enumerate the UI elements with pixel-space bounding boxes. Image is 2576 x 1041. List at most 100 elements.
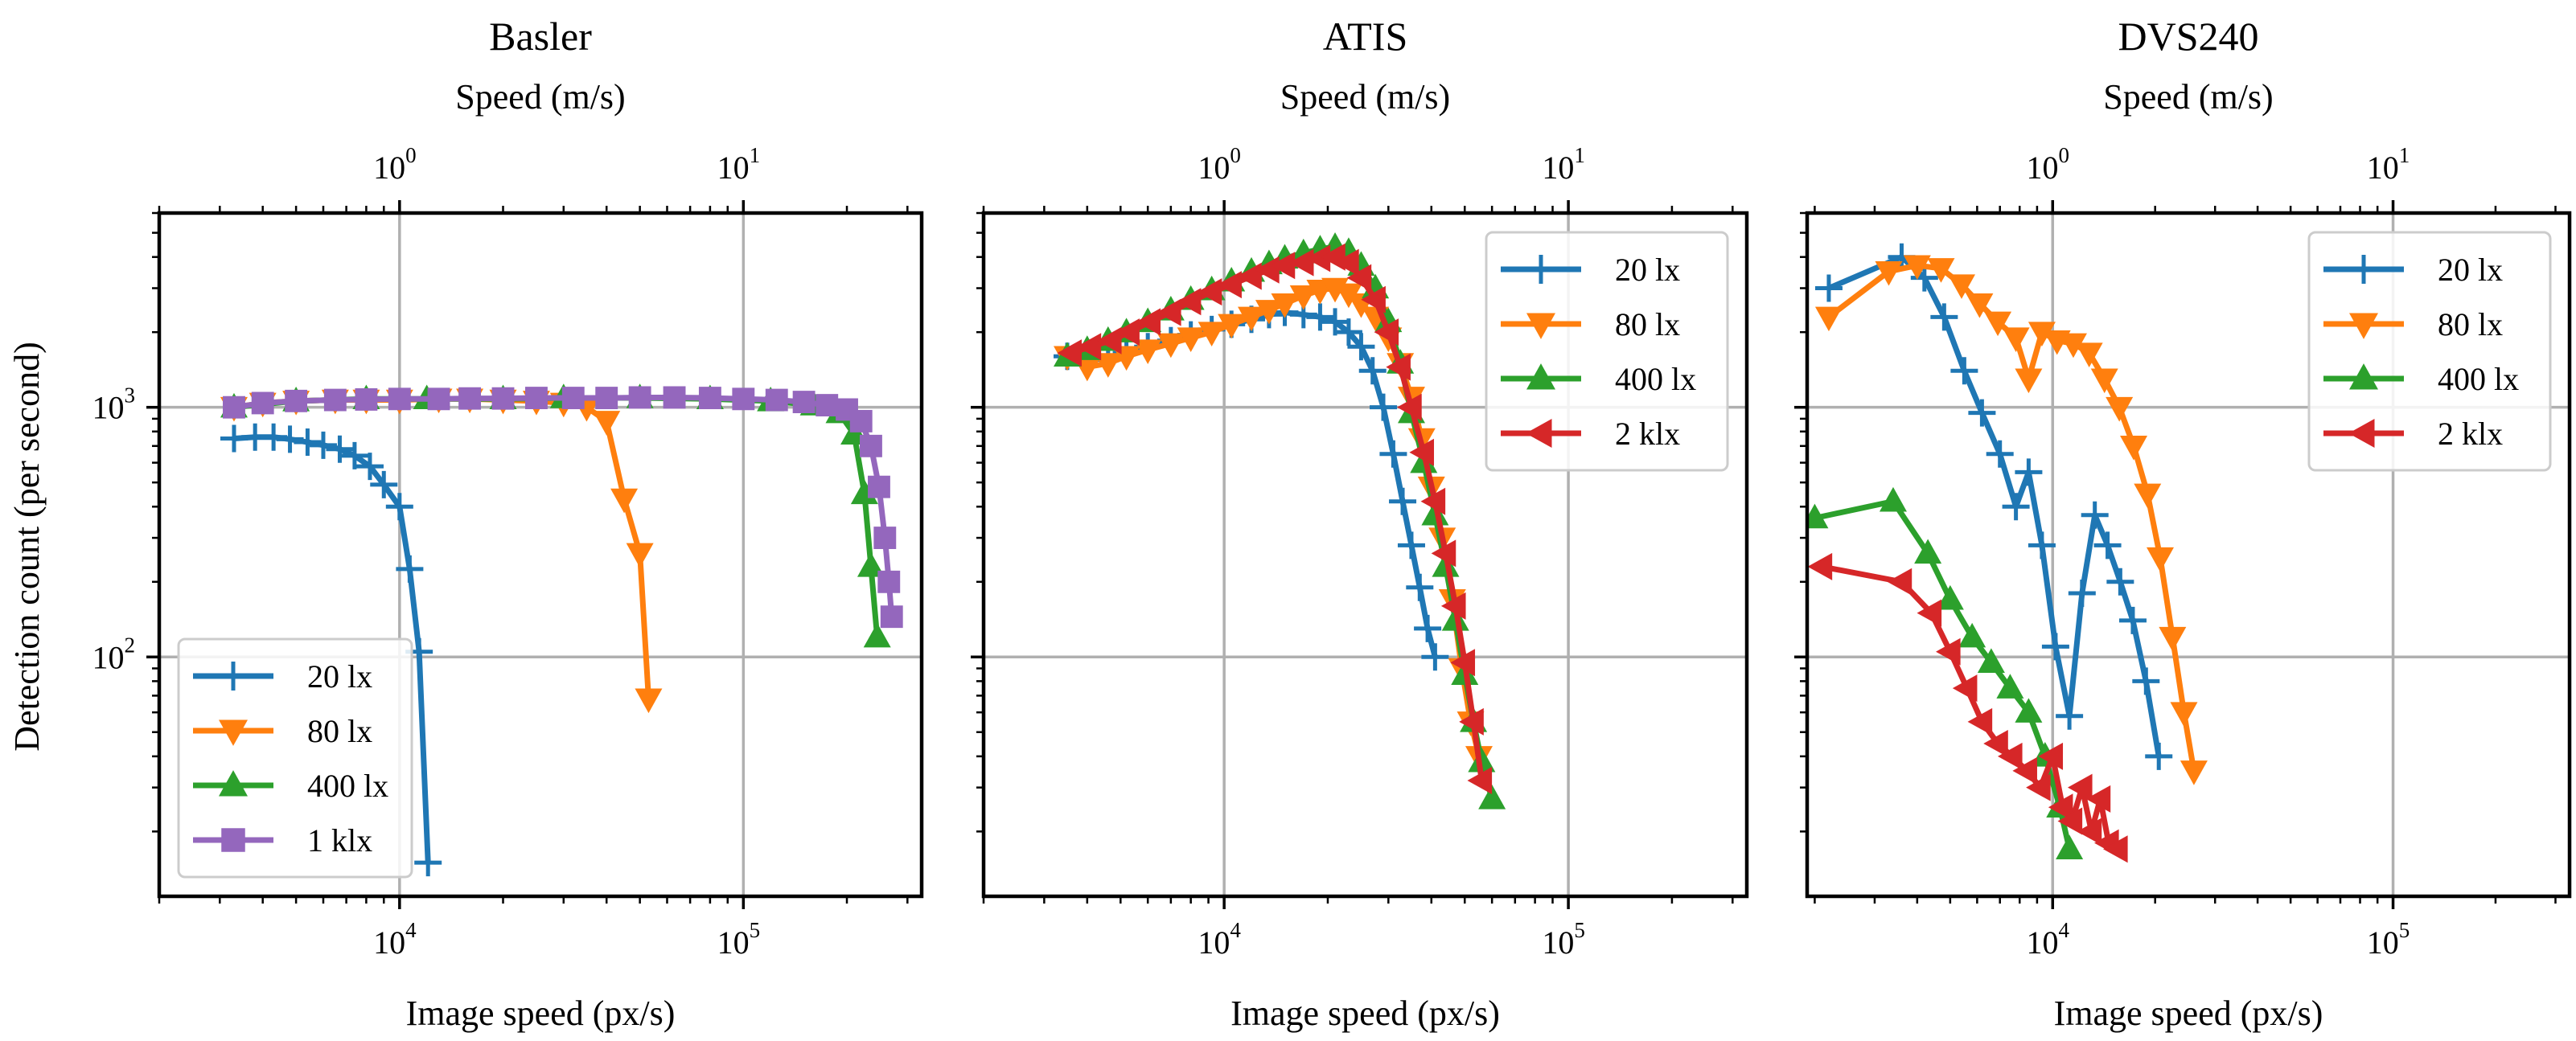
data-point [1197, 278, 1222, 306]
data-point [385, 493, 413, 521]
data-point [1217, 271, 1242, 299]
data-point [1936, 584, 1964, 610]
data-point [294, 428, 322, 457]
data-point [1270, 252, 1296, 280]
data-point [525, 387, 548, 409]
data-point [1347, 333, 1375, 361]
legend-entry: 80 lx [193, 713, 372, 749]
data-point [2180, 760, 2208, 785]
legend-box [1485, 231, 1729, 472]
series-2-klx [1807, 552, 2128, 863]
data-point [2075, 342, 2103, 367]
x2-tick-label: 101 [2367, 143, 2410, 186]
data-point [1076, 333, 1102, 361]
x2-tick-label: 101 [1542, 143, 1585, 186]
legend: 20 lx 80 lx 400 lx 1 klx [177, 637, 413, 879]
data-point [1334, 318, 1362, 346]
data-point [2038, 742, 2064, 770]
legend-label: 2 klx [1615, 416, 1680, 452]
data-point [1057, 339, 1082, 367]
data-point [873, 527, 897, 550]
data-point [1459, 707, 1484, 736]
legend-marker [219, 770, 248, 797]
legend-label: 80 lx [1615, 306, 1680, 342]
data-point [2057, 807, 2083, 835]
data-point [1983, 729, 2008, 757]
data-point [323, 388, 347, 412]
data-point [2134, 483, 2162, 509]
data-point [2106, 396, 2134, 422]
data-point [610, 488, 639, 514]
data-point [1334, 248, 1359, 277]
data-point [1389, 487, 1417, 515]
data-point [309, 431, 337, 459]
data-point [635, 688, 663, 714]
legend-marker [2349, 255, 2378, 284]
data-point [1177, 327, 1205, 352]
data-point [1414, 614, 1442, 642]
top-axis-label: Speed (m/s) [455, 77, 625, 117]
legend-label: 80 lx [307, 713, 372, 749]
data-point [1807, 503, 1829, 529]
chart-title: ATIS [1323, 14, 1408, 59]
x-axis-label: Image speed (px/s) [406, 994, 676, 1033]
legend-marker [1526, 255, 1555, 284]
data-point [1984, 311, 2012, 337]
data-point [1176, 288, 1202, 316]
data-point [1358, 357, 1387, 385]
legend-entry: 80 lx [1501, 306, 1680, 342]
top-axis-label: Speed (m/s) [2103, 77, 2273, 117]
legend-marker [2349, 363, 2378, 390]
data-point [1334, 283, 1362, 309]
legend-entry: 400 lx [2323, 361, 2519, 397]
data-point [1968, 399, 1996, 427]
data-point [1450, 649, 1476, 677]
data-point [2015, 368, 2043, 394]
data-point [2028, 531, 2056, 559]
data-point [868, 475, 890, 498]
data-point [326, 435, 354, 463]
data-point [1305, 244, 1331, 273]
data-point [251, 391, 274, 415]
legend-entry: 20 lx [1501, 252, 1680, 288]
data-point [1157, 333, 1185, 359]
data-point [1218, 314, 1246, 339]
data-point [2067, 773, 2093, 801]
y-tick-label: 102 [92, 633, 136, 675]
data-point [1997, 742, 2023, 770]
legend-entry: 400 lx [193, 768, 388, 804]
data-point [2170, 702, 2198, 727]
legend-entry: 1 klx [193, 822, 372, 859]
data-point [2090, 368, 2118, 394]
data-point [880, 605, 903, 629]
data-point [427, 387, 450, 411]
data-point [1198, 322, 1226, 347]
plot-area [220, 383, 903, 877]
series-line [233, 395, 881, 637]
data-point [877, 570, 901, 593]
data-point [1255, 300, 1283, 325]
data-point [2002, 493, 2030, 521]
x2-tick-label: 100 [2027, 143, 2070, 186]
data-point [260, 423, 288, 451]
data-point [1096, 326, 1122, 355]
subplot-dvs240: DVS240 Speed (m/s) Image speed (px/s) 104 10… [1794, 14, 2572, 1033]
data-point [2059, 333, 2087, 359]
top-axis-label: Speed (m/s) [1280, 77, 1450, 117]
data-point [2056, 702, 2084, 730]
data-point [1952, 674, 1978, 703]
series-20-lx [1814, 243, 2173, 770]
series-1-klx [223, 386, 903, 629]
x-tick-label: 104 [373, 918, 417, 961]
data-point [414, 849, 442, 877]
x-tick-label: 105 [1542, 918, 1585, 961]
data-point [1370, 393, 1398, 421]
data-point [1467, 766, 1493, 794]
series-20-lx [220, 423, 442, 877]
x-tick-label: 104 [1198, 918, 1241, 961]
data-point [765, 388, 788, 412]
data-point [2147, 547, 2175, 572]
data-point [1289, 285, 1317, 310]
data-point [2048, 793, 2073, 822]
data-point [663, 386, 686, 409]
